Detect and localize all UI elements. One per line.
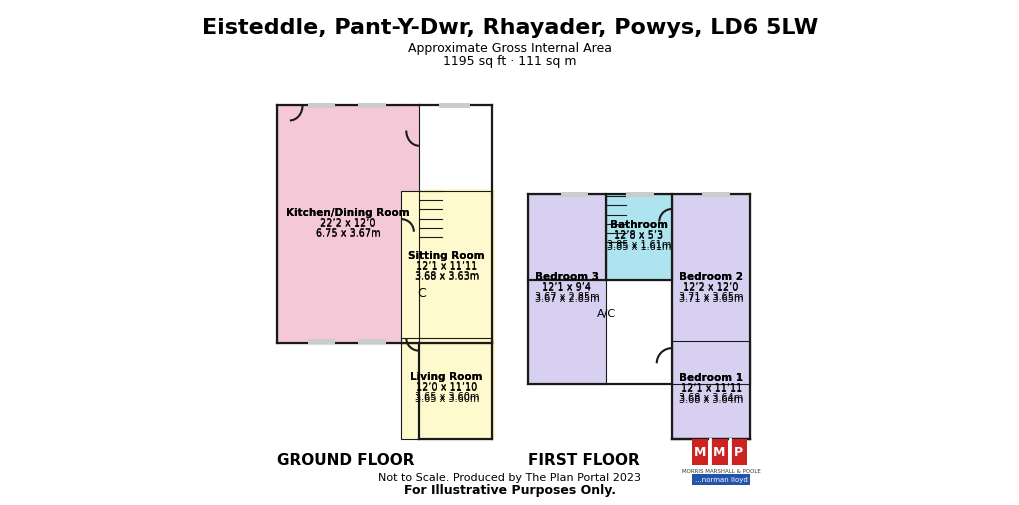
Text: 12’2 x 12’0: 12’2 x 12’0 [683,283,738,292]
Bar [527,194,605,384]
Bar [358,339,385,344]
Bar [400,192,492,343]
Bar [527,194,605,384]
Text: Kitchen/Dining Room: Kitchen/Dining Room [286,207,410,217]
Text: 3.68 x 3.63m: 3.68 x 3.63m [414,270,478,280]
Bar [358,104,385,109]
Bar [277,106,419,343]
Text: 22’2 x 12’0: 22’2 x 12’0 [320,217,375,227]
Text: 6.75 x 3.67m: 6.75 x 3.67m [316,229,380,239]
Text: C: C [417,286,426,299]
Text: 12’2 x 12’0: 12’2 x 12’0 [683,282,738,291]
Bar [672,194,750,384]
Text: 12’8 x 5’3: 12’8 x 5’3 [613,231,663,241]
Text: 12’0 x 11’10: 12’0 x 11’10 [416,381,477,391]
Text: FIRST FLOOR: FIRST FLOOR [527,452,639,467]
Text: 3.65 x 3.60m: 3.65 x 3.60m [414,393,479,403]
Bar [400,338,492,439]
Text: 22’2 x 12’0: 22’2 x 12’0 [320,218,375,228]
Text: Bedroom 2: Bedroom 2 [679,272,743,281]
Bar [710,439,727,465]
Bar [400,338,492,439]
Text: Bedroom 2: Bedroom 2 [679,272,743,281]
Text: 12’8 x 5’3: 12’8 x 5’3 [613,230,663,240]
Bar [400,338,492,439]
Text: Bedroom 3: Bedroom 3 [534,272,598,281]
Text: Sitting Room: Sitting Room [408,250,485,260]
Text: Sitting Room: Sitting Room [408,250,485,260]
Text: 12’0 x 11’10: 12’0 x 11’10 [416,382,477,392]
Bar [277,106,419,343]
Text: Not to Scale. Produced by The Plan Portal 2023: Not to Scale. Produced by The Plan Porta… [378,472,641,482]
Text: For Illustrative Purposes Only.: For Illustrative Purposes Only. [404,483,615,496]
Text: 6.75 x 3.67m: 6.75 x 3.67m [316,227,380,237]
Text: 12’1 x 11’11: 12’1 x 11’11 [680,383,741,392]
Text: 1195 sq ft · 111 sq m: 1195 sq ft · 111 sq m [443,55,576,68]
Bar [605,194,672,280]
Text: 12’1 x 11’11: 12’1 x 11’11 [416,260,477,270]
Bar [400,189,494,439]
Text: 3.68 x 3.64m: 3.68 x 3.64m [679,393,743,402]
Text: 12’1 x 11’11: 12’1 x 11’11 [680,384,741,393]
Text: 3.71 x 3.65m: 3.71 x 3.65m [679,293,743,303]
Text: Living Room: Living Room [410,371,483,381]
Bar [672,194,750,384]
Text: Bedroom 1: Bedroom 1 [679,373,743,382]
Text: Kitchen/Dining Room: Kitchen/Dining Room [286,207,410,217]
Text: Bedroom 3: Bedroom 3 [534,272,598,281]
Bar [672,341,750,439]
Text: MORRIS MARSHALL & POOLE: MORRIS MARSHALL & POOLE [681,468,759,473]
Bar [439,104,469,109]
Text: 3.71 x 3.65m: 3.71 x 3.65m [679,292,743,301]
Bar [277,106,419,343]
Text: ...norman lloyd: ...norman lloyd [694,476,747,482]
Bar [308,104,335,109]
Text: M: M [693,445,706,459]
Bar [672,341,750,439]
Bar [672,194,750,384]
Bar [527,194,605,384]
Text: 3.67 x 2.85m: 3.67 x 2.85m [534,293,598,303]
Bar [308,339,335,344]
Text: Bathroom: Bathroom [609,220,667,230]
Text: 3.85 x 1.61m: 3.85 x 1.61m [606,240,671,250]
Text: 3.68 x 3.63m: 3.68 x 3.63m [414,272,478,282]
Text: 3.65 x 3.60m: 3.65 x 3.60m [414,391,479,401]
Text: Bedroom 1: Bedroom 1 [679,373,743,382]
Bar [672,341,750,439]
Text: Living Room: Living Room [410,371,483,381]
Bar [400,192,492,343]
Text: A/C: A/C [596,308,615,318]
Bar [560,193,588,198]
Bar [605,194,672,280]
Text: 3.85 x 1.61m: 3.85 x 1.61m [606,241,671,251]
Text: 3.68 x 3.64m: 3.68 x 3.64m [679,394,743,404]
Text: Eisteddle, Pant-Y-Dwr, Rhayader, Powys, LD6 5LW: Eisteddle, Pant-Y-Dwr, Rhayader, Powys, … [202,18,817,38]
Text: M: M [712,445,725,459]
Bar [692,439,707,465]
Bar [400,104,411,343]
Text: 12’1 x 9’4: 12’1 x 9’4 [542,283,591,292]
Text: GROUND FLOOR: GROUND FLOOR [277,452,415,467]
Text: 3.67 x 2.85m: 3.67 x 2.85m [534,292,598,301]
Text: Bathroom: Bathroom [609,220,667,230]
Bar [730,439,746,465]
Text: 12’1 x 11’11: 12’1 x 11’11 [416,261,477,271]
Bar [626,193,653,198]
Bar [400,192,492,343]
Bar [605,194,672,280]
Bar [702,193,730,198]
Bar [692,474,749,485]
Text: 12’1 x 9’4: 12’1 x 9’4 [542,282,591,291]
Text: Approximate Gross Internal Area: Approximate Gross Internal Area [408,41,611,55]
Text: P: P [734,445,743,459]
